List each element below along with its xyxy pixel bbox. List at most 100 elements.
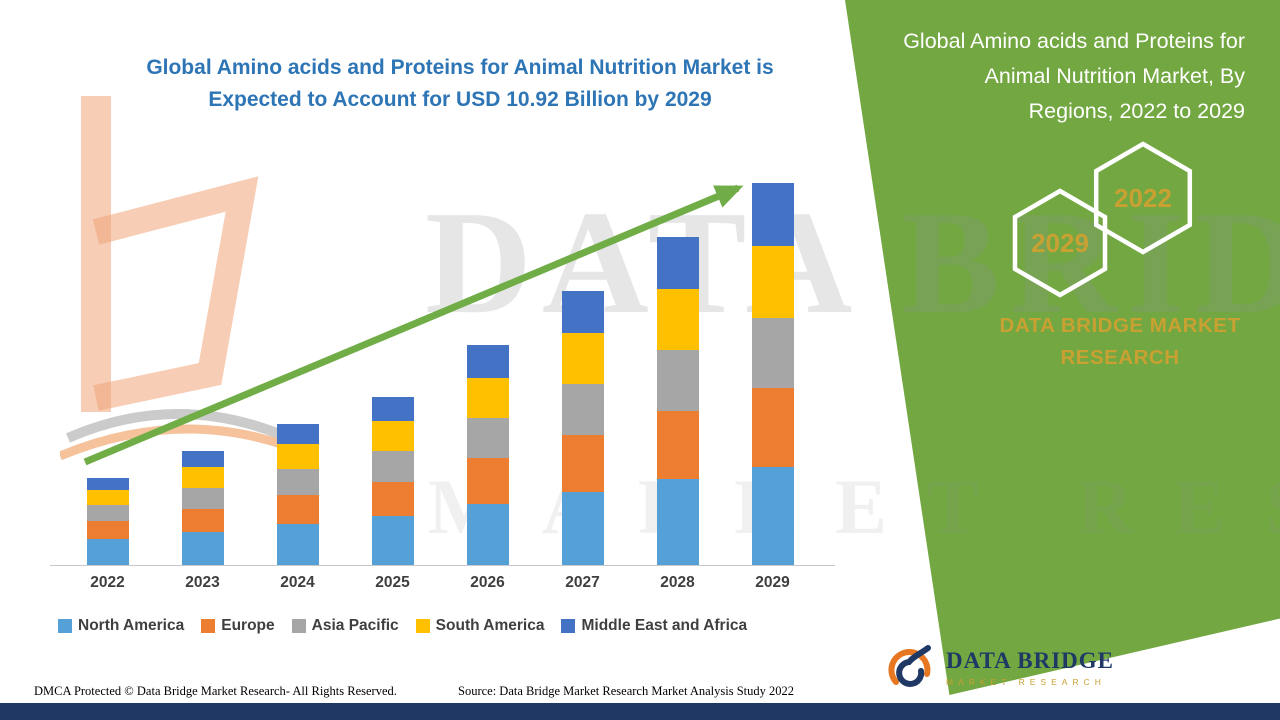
segment-asia-pacific-2026 [466,417,509,459]
segment-south-america-2029 [751,246,794,319]
logo-tagline: MARKET RESEARCH [946,676,1106,687]
source-note: Source: Data Bridge Market Research Mark… [458,684,795,698]
x-axis-label-2024: 2024 [280,574,315,591]
bar-2028 [630,183,725,565]
bar-2027 [535,183,630,565]
hexagon-2022-label: 2022 [1114,183,1172,213]
segment-north-america-2027 [561,491,604,565]
legend-item-middle-east-and-africa: Middle East and Africa [561,617,747,635]
x-axis-label-2025: 2025 [375,574,410,591]
legend-item-north-america: North America [58,617,184,635]
bar-2023 [155,183,250,565]
legend-item-asia-pacific: Asia Pacific [291,617,399,635]
chart-title: Global Amino acids and Proteins for Anim… [146,56,774,111]
databridge-logo: DATA BRIDGE MARKET RESEARCH [882,640,1114,694]
segment-asia-pacific-2022 [86,505,129,522]
segment-middle-east-and-africa-2028 [656,236,699,290]
segment-north-america-2028 [656,479,699,565]
segment-asia-pacific-2028 [656,350,699,411]
segment-south-america-2024 [276,443,319,470]
x-axis-labels: 2022 2023 2024 2025 2026 2027 2028 2029 [60,574,820,592]
segment-south-america-2027 [561,332,604,384]
legend-item-europe: Europe [201,617,275,635]
bar-stack-2029 [751,182,794,565]
segment-asia-pacific-2029 [751,318,794,389]
legend-swatch-icon [415,619,430,633]
legend-swatch-icon [201,619,216,633]
legend-swatch-icon [58,619,72,633]
segment-middle-east-and-africa-2022 [86,477,129,490]
year-hexagons: 2022 2029 [1012,141,1193,298]
bar-2024 [250,183,345,565]
legend-swatch-icon [561,619,576,633]
legend-label: Europe [221,617,275,634]
bar-stack-2023 [181,450,224,565]
segment-north-america-2026 [466,503,509,565]
x-axis-line [50,565,835,566]
segment-south-america-2025 [371,420,414,451]
bar-2029 [725,182,820,565]
segment-north-america-2024 [276,523,319,565]
segment-south-america-2022 [86,489,129,506]
segment-europe-2022 [86,521,129,539]
segment-asia-pacific-2027 [561,383,604,435]
segment-middle-east-and-africa-2027 [561,290,604,333]
hexagon-2029-icon [1012,188,1108,298]
logo-text: DATA BRIDGE MARKET RESEARCH [946,648,1114,687]
bar-stack-2027 [561,290,604,565]
x-axis-label-2029: 2029 [755,574,790,591]
bar-2025 [345,183,440,565]
legend-swatch-icon [291,619,306,633]
hexagon-2022-icon [1093,141,1193,255]
x-axis-label-2026: 2026 [470,574,505,591]
segment-europe-2025 [371,481,414,516]
segment-europe-2028 [656,410,699,480]
bar-stack-2026 [466,344,509,565]
segment-europe-2027 [561,434,604,492]
segment-middle-east-and-africa-2026 [466,344,509,378]
bar-stack-2025 [371,397,414,565]
segment-asia-pacific-2024 [276,469,319,496]
segment-middle-east-and-africa-2029 [751,182,794,247]
legend-label: South America [435,617,545,634]
bar-stack-2024 [276,424,319,565]
segment-south-america-2028 [656,289,699,351]
bar-stack-2022 [86,477,129,565]
bar-stack-2028 [656,236,699,565]
segment-north-america-2029 [751,467,794,565]
databridge-logo-icon [888,645,931,687]
segment-north-america-2022 [86,538,129,565]
dmca-notice: DMCA Protected © Data Bridge Market Rese… [34,684,397,698]
legend-label: Asia Pacific [311,617,399,634]
hexagon-2029-label: 2029 [1031,228,1089,258]
segment-europe-2029 [751,388,794,467]
x-axis-label-2028: 2028 [660,574,695,591]
segment-south-america-2026 [466,377,509,418]
chart-legend: North America Europe Asia Pacific South Ame… [58,617,747,635]
bottom-navy-bar [0,703,1280,720]
x-axis-label-2027: 2027 [565,574,600,591]
segment-asia-pacific-2025 [371,450,414,482]
right-panel-brand-text: DATA BRIDGE MARKET RESEARCH [999,314,1241,369]
legend-item-south-america: South America [415,617,545,635]
segment-middle-east-and-africa-2025 [371,397,414,421]
stacked-bar-chart: 2022 2023 2024 2025 2026 2027 2028 2029 [50,150,850,610]
right-panel-heading: Global Amino acids and Proteins for Anim… [903,29,1245,123]
legend-label: Middle East and Africa [581,617,748,634]
segment-middle-east-and-africa-2024 [276,424,319,444]
segment-north-america-2025 [371,516,414,565]
segment-middle-east-and-africa-2023 [181,450,224,468]
segment-europe-2023 [181,508,224,532]
legend-label: North America [78,617,185,634]
segment-europe-2026 [466,458,509,504]
bar-2022 [60,183,155,565]
segment-asia-pacific-2023 [181,487,224,509]
x-axis-label-2022: 2022 [90,574,125,591]
segment-north-america-2023 [181,531,224,565]
bars-row [60,182,820,565]
x-axis-label-2023: 2023 [185,574,220,591]
segment-europe-2024 [276,495,319,524]
segment-south-america-2023 [181,467,224,488]
bar-2026 [440,183,535,565]
